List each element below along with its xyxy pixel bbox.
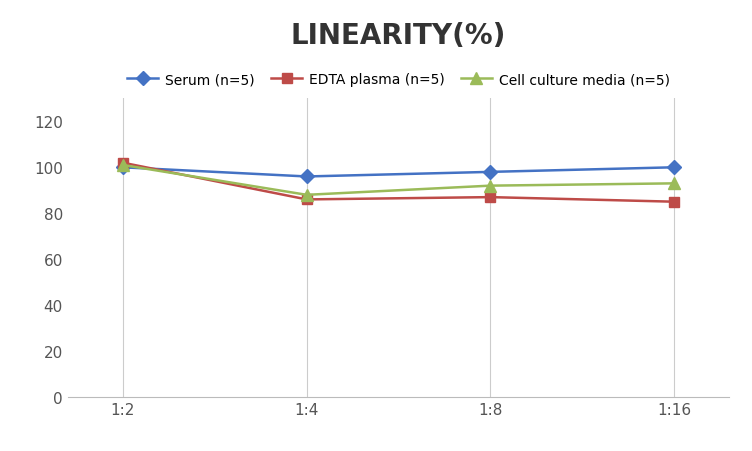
EDTA plasma (n=5) (486, 195, 495, 200)
EDTA plasma (n=5) (118, 161, 127, 166)
EDTA plasma (n=5) (302, 197, 311, 202)
Line: Serum (n=5): Serum (n=5) (118, 163, 679, 182)
Title: LINEARITY(%): LINEARITY(%) (291, 22, 506, 50)
Line: EDTA plasma (n=5): EDTA plasma (n=5) (118, 158, 679, 207)
Serum (n=5) (118, 165, 127, 170)
Legend: Serum (n=5), EDTA plasma (n=5), Cell culture media (n=5): Serum (n=5), EDTA plasma (n=5), Cell cul… (122, 68, 675, 92)
Cell culture media (n=5) (302, 193, 311, 198)
Cell culture media (n=5) (670, 181, 679, 187)
Cell culture media (n=5) (118, 163, 127, 168)
Line: Cell culture media (n=5): Cell culture media (n=5) (117, 160, 680, 201)
EDTA plasma (n=5) (670, 199, 679, 205)
Cell culture media (n=5) (486, 184, 495, 189)
Serum (n=5) (486, 170, 495, 175)
Serum (n=5) (670, 165, 679, 170)
Serum (n=5) (302, 175, 311, 180)
